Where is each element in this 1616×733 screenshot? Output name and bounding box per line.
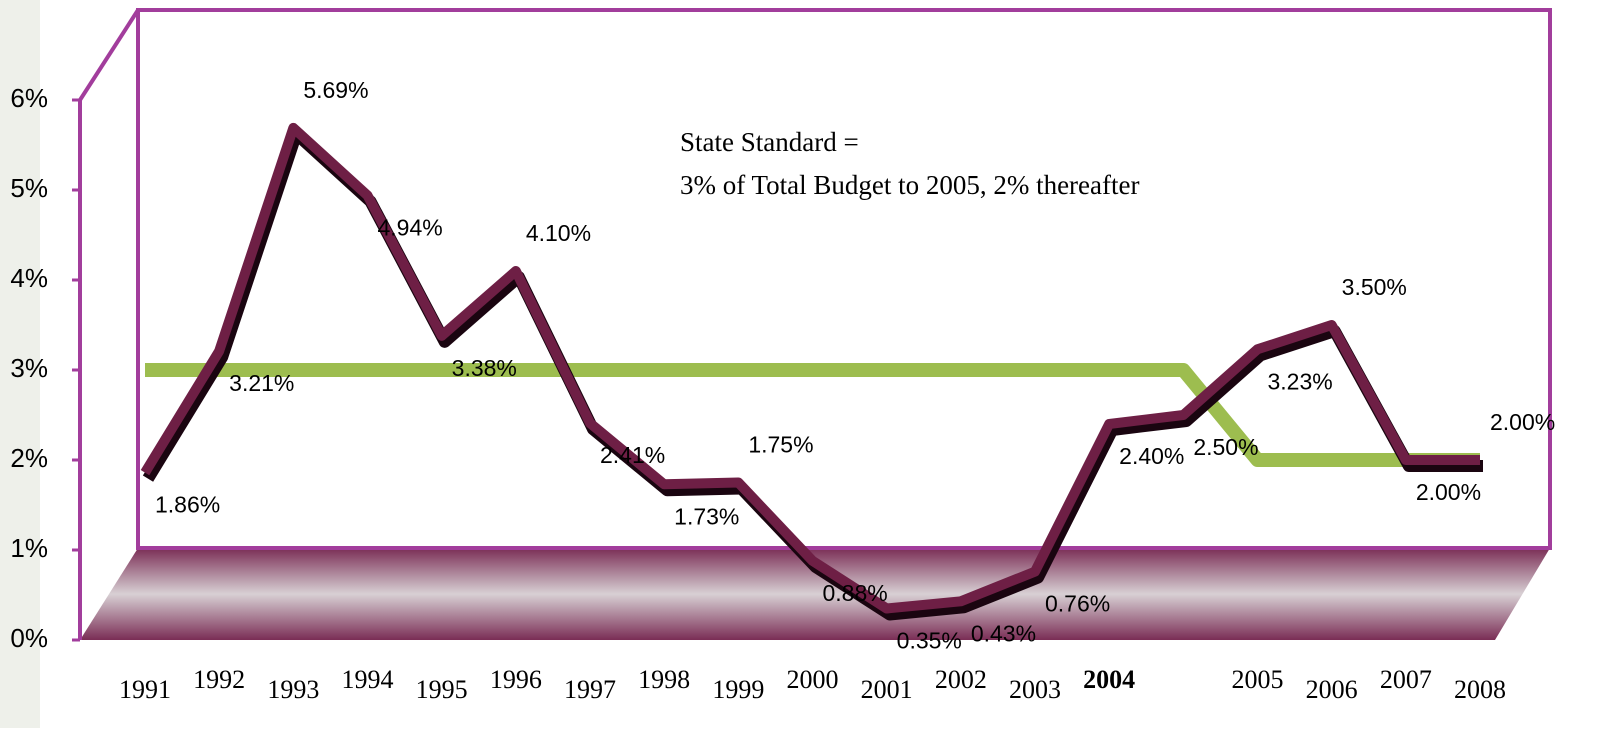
- value-label: 3.23%: [1268, 368, 1333, 394]
- x-tick-label: 1997: [564, 675, 616, 704]
- x-tick-label: 2006: [1306, 675, 1358, 704]
- x-tick-label: 1999: [712, 675, 764, 704]
- annotation: 3% of Total Budget to 2005, 2% thereafte…: [680, 170, 1140, 200]
- back-wall: [136, 8, 1552, 550]
- value-label: 1.75%: [748, 432, 813, 458]
- x-tick-label: 1996: [490, 665, 542, 694]
- value-label: 1.86%: [155, 492, 220, 518]
- annotation: State Standard =: [680, 127, 859, 157]
- value-label: 2.50%: [1193, 434, 1258, 460]
- value-label: 0.88%: [823, 580, 888, 606]
- value-label: 2.00%: [1490, 409, 1555, 435]
- floor: [80, 548, 1550, 640]
- x-tick-label: 2003: [1009, 675, 1061, 704]
- line: [140, 122, 1480, 614]
- value-label: 3.21%: [229, 370, 294, 396]
- x-tick-label: 1992: [193, 665, 245, 694]
- y-tick-label: 2%: [10, 443, 48, 473]
- x-tick-label: 2004: [1083, 665, 1135, 694]
- y-tick-label: 3%: [10, 353, 48, 383]
- line: [145, 363, 1480, 467]
- x-tick-label: 2005: [1232, 665, 1284, 694]
- value-label: 0.43%: [971, 620, 1036, 646]
- value-label: 3.50%: [1342, 274, 1407, 300]
- y-tick-label: 0%: [10, 623, 48, 653]
- value-label: 1.73%: [674, 503, 739, 529]
- value-label: 0.35%: [897, 628, 962, 654]
- y-tick-label: 6%: [10, 83, 48, 113]
- x-tick-label: 1993: [267, 675, 319, 704]
- value-label: 3.38%: [452, 355, 517, 381]
- x-tick-label: 1995: [416, 675, 468, 704]
- x-tick-label: 2001: [861, 675, 913, 704]
- value-label: 2.00%: [1416, 479, 1481, 505]
- value-label: 2.40%: [1119, 443, 1184, 469]
- y-tick-label: 5%: [10, 173, 48, 203]
- value-label: 4.94%: [378, 214, 443, 240]
- value-label: 0.76%: [1045, 591, 1110, 617]
- y-tick-label: 4%: [10, 263, 48, 293]
- value-label: 5.69%: [303, 77, 368, 103]
- x-tick-label: 2000: [787, 665, 839, 694]
- x-tick-label: 1998: [638, 665, 690, 694]
- y-tick-label: 1%: [10, 533, 48, 563]
- x-tick-label: 2002: [935, 665, 987, 694]
- side-texture: [0, 0, 40, 728]
- x-tick-label: 2008: [1454, 675, 1506, 704]
- value-label: 2.41%: [600, 442, 665, 468]
- x-tick-label: 1991: [119, 675, 171, 704]
- value-label: 4.10%: [526, 220, 591, 246]
- side-wall: [78, 8, 140, 102]
- x-tick-label: 1994: [342, 665, 394, 694]
- x-tick-label: 2007: [1380, 665, 1432, 694]
